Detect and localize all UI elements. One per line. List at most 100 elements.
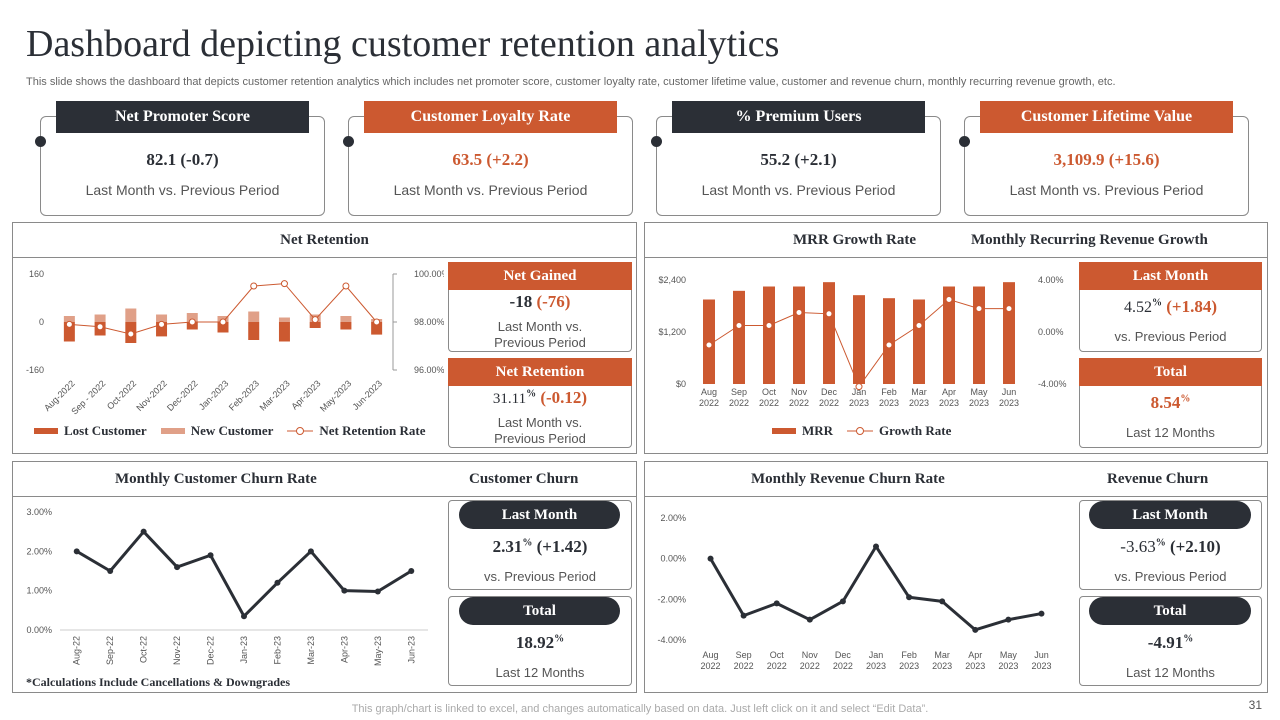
bar-lost-customer: [309, 322, 321, 328]
bar-new-customer: [94, 314, 106, 322]
y-tick-label: -4.00%: [657, 635, 686, 645]
bar-lost-customer: [340, 322, 352, 330]
stat-value-unit: %: [1180, 393, 1191, 405]
point-customer-churn: [73, 548, 80, 555]
x-tick-label-month: Dec: [835, 650, 852, 660]
x-tick-label-month: Oct: [762, 387, 777, 397]
legend-line-marker-icon: [847, 427, 874, 435]
mrr-legend: MRR Growth Rate: [772, 423, 951, 439]
stat-value-number: 31.11: [492, 391, 527, 407]
divider: [13, 257, 636, 258]
bar-mrr: [733, 290, 745, 384]
point-revenue-churn: [972, 626, 979, 633]
x-tick-label-month: Feb: [881, 387, 897, 397]
x-tick-label: Mar-23: [306, 636, 316, 665]
point-revenue-churn: [1005, 616, 1012, 623]
point-revenue-churn: [806, 616, 813, 623]
y-tick-label: 2.00%: [26, 546, 52, 556]
footnote: *Calculations Include Cancellations & Do…: [26, 675, 291, 689]
point-customer-churn: [207, 552, 214, 559]
x-tick-label-month: Dec: [821, 387, 838, 397]
stat-value: 31.11% (-0.12): [449, 388, 631, 408]
stat-label: Last Month: [459, 501, 620, 529]
x-tick-label-month: Mar: [934, 650, 950, 660]
panel-title: Monthly Customer Churn Rate: [115, 471, 317, 487]
net-retention-legend: Lost Customer New Customer Net Retention…: [34, 423, 426, 439]
x-tick-label-year: 2023: [866, 661, 886, 671]
kpi-sub: Last Month vs. Previous Period: [1009, 182, 1204, 198]
kpi-label: Customer Lifetime Value: [980, 101, 1233, 133]
legend-mrr: MRR: [802, 423, 834, 438]
stat-sub: Last 12 Months: [1126, 665, 1215, 680]
panel-title: Net Retention: [280, 232, 369, 248]
legend-swatch-new: [160, 428, 185, 434]
point-growth-rate: [1005, 305, 1013, 313]
stat-value-unit: %: [554, 633, 565, 645]
y-tick-label: $2,400: [658, 275, 686, 285]
point-revenue-churn: [839, 598, 846, 605]
y-tick-label: 1.00%: [26, 586, 52, 596]
x-tick-label: Oct-2022: [105, 378, 138, 411]
x-tick-label-year: 2022: [701, 661, 721, 671]
x-tick-label-year: 2022: [729, 398, 749, 408]
point-growth-rate: [975, 305, 983, 313]
x-tick-label-year: 2023: [849, 398, 869, 408]
stat-label: Net Retention: [448, 358, 632, 386]
line-customer-churn: [75, 530, 413, 618]
divider: [645, 257, 1267, 258]
point-net-retention-rate: [311, 316, 319, 324]
bullet-dot-icon: [651, 136, 662, 147]
point-customer-churn: [241, 613, 247, 620]
y-tick-label: 0.00%: [660, 554, 686, 564]
x-tick-label: Apr-23: [339, 636, 349, 663]
bar-new-customer: [186, 313, 198, 322]
y-tick-label: -160: [26, 365, 44, 375]
legend-new: New Customer: [190, 423, 274, 438]
point-growth-rate: [825, 310, 833, 318]
bar-new-customer: [248, 311, 260, 322]
x-tick-label: Aug-22: [72, 636, 82, 665]
point-customer-churn: [140, 528, 147, 535]
point-growth-rate: [795, 309, 803, 316]
x-tick-label: May-2023: [318, 378, 353, 413]
stat-value-number: 4.52: [1123, 299, 1152, 316]
bar-new-customer: [63, 316, 75, 322]
panel-title-secondary: Monthly Recurring Revenue Growth: [971, 232, 1208, 248]
stat-value: -3.63% (+2.10): [1080, 537, 1261, 557]
bar-lost-customer: [63, 322, 75, 342]
stat-value-unit: %: [1151, 297, 1162, 309]
x-tick-label-year: 2023: [998, 661, 1018, 671]
stat-sub: vs. Previous Period: [1114, 329, 1227, 344]
point-net-retention-rate: [65, 320, 73, 328]
stat-value-unit: %: [522, 537, 533, 549]
x-tick-label: Jan-23: [239, 636, 249, 664]
divider: [645, 496, 1267, 497]
y-tick-label: 160: [29, 269, 44, 279]
x-tick-label-month: Feb: [901, 650, 917, 660]
x-tick-label: Feb-2023: [227, 378, 261, 412]
stat-change: (+2.10): [1169, 537, 1221, 556]
x-tick-label-year: 2023: [909, 398, 929, 408]
point-revenue-churn: [906, 594, 913, 601]
stat-value-number: 18.92: [515, 633, 555, 652]
panel-title: MRR Growth Rate: [793, 232, 917, 248]
x-tick-label-year: 2022: [833, 661, 853, 671]
stat-value-number: -4.91: [1147, 633, 1184, 652]
x-tick-label: May-23: [373, 636, 383, 666]
stat-sub: Last 12 Months: [495, 665, 585, 680]
point-net-retention-rate: [219, 318, 227, 326]
point-net-retention-rate: [96, 323, 104, 331]
y-tick-label: 0.00%: [26, 625, 52, 635]
bullet-dot-icon: [959, 136, 970, 147]
bar-new-customer: [278, 317, 290, 322]
x-tick-label-month: Jun: [1002, 387, 1017, 397]
stat-value-number: -18: [509, 292, 533, 311]
point-net-retention-rate: [158, 320, 166, 328]
point-customer-churn: [374, 588, 381, 595]
legend-growth: Growth Rate: [879, 423, 952, 438]
x-tick-label-year: 2022: [734, 661, 754, 671]
bullet-dot-icon: [343, 136, 354, 147]
point-revenue-churn: [1038, 610, 1045, 617]
kpi-sub: Last Month vs. Previous Period: [393, 182, 588, 198]
x-tick-label-month: Sep: [731, 387, 747, 397]
